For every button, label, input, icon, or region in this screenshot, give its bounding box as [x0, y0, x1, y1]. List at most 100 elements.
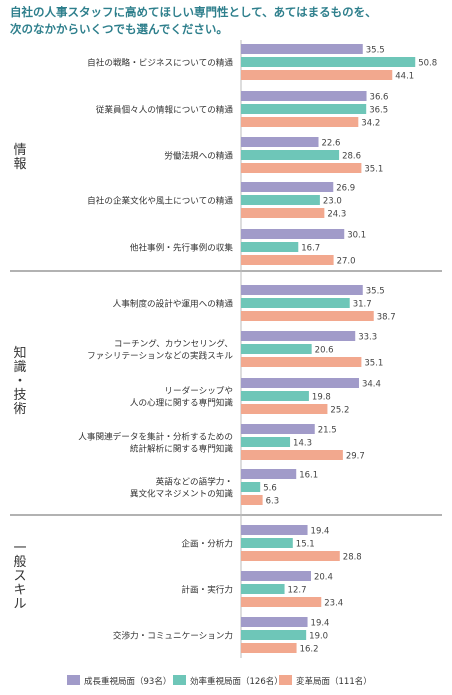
data-label: 36.5	[369, 106, 388, 116]
data-label: 20.4	[314, 573, 333, 583]
category-label: 計画・実行力	[181, 584, 233, 596]
data-label: 19.0	[309, 632, 328, 642]
bar	[241, 571, 311, 581]
data-label: 22.6	[322, 139, 341, 149]
data-label: 12.7	[288, 586, 307, 596]
legend-swatch	[173, 675, 186, 685]
bar	[241, 255, 334, 265]
data-label: 15.1	[296, 540, 315, 550]
category-label: 企画・分析力	[181, 538, 233, 550]
data-label: 26.9	[336, 184, 355, 194]
data-label: 35.1	[364, 359, 383, 369]
group-label: 知識・技術	[13, 345, 26, 417]
bar	[241, 450, 343, 460]
data-label: 16.1	[299, 471, 318, 481]
bar	[241, 285, 363, 295]
category-label: 他社事例・先行事例の収集	[130, 242, 234, 254]
bar	[241, 163, 362, 173]
category-label: 交渉力・コミュニケーション力	[113, 630, 233, 642]
category-label: 労働法規への精通	[164, 150, 233, 162]
data-label: 27.0	[337, 257, 356, 267]
chart-title-line-1: 自社の人事スタッフに高めてほしい専門性として、あてはまるものを、	[10, 5, 377, 19]
data-label: 19.4	[311, 527, 330, 537]
legend-label: 効率重視局面（126名）	[190, 676, 283, 687]
data-label: 50.8	[418, 59, 437, 69]
bar	[241, 70, 393, 80]
data-label: 29.7	[346, 452, 365, 462]
category-label: 自社の戦略・ビジネスについての精通	[87, 57, 233, 69]
category-label: 自社の企業文化や風土についての精通	[87, 195, 233, 207]
data-label: 6.3	[266, 497, 280, 507]
bar	[241, 469, 297, 479]
data-label: 34.4	[362, 380, 381, 390]
data-label: 28.6	[342, 152, 361, 162]
bar	[241, 331, 356, 341]
data-label: 34.2	[361, 119, 380, 129]
legend-swatch	[67, 675, 80, 685]
bar	[241, 311, 374, 321]
bar	[241, 538, 293, 548]
bar	[241, 437, 291, 447]
bar	[241, 104, 367, 114]
bar	[241, 242, 299, 252]
data-label: 19.8	[312, 393, 331, 403]
data-label: 31.7	[353, 300, 372, 310]
bar	[241, 182, 334, 192]
data-label: 33.3	[358, 333, 377, 343]
data-label: 35.5	[366, 287, 385, 297]
data-label: 38.7	[377, 313, 396, 323]
data-label: 20.6	[315, 346, 334, 356]
bar	[241, 482, 261, 492]
category-label: コーチング、カウンセリング、ファシリテーションなどの実践スキル	[87, 338, 233, 362]
legend-label: 成長重視局面（93名）	[84, 676, 171, 687]
bar	[241, 597, 322, 607]
data-label: 21.5	[318, 426, 337, 436]
bar	[241, 584, 285, 594]
bar	[241, 195, 320, 205]
bar	[241, 551, 340, 561]
bar	[241, 117, 359, 127]
category-label: 英語などの語学力・異文化マネジメントの知識	[130, 476, 234, 500]
bar	[241, 229, 345, 239]
bar	[241, 617, 308, 627]
data-label: 23.4	[324, 599, 343, 609]
data-label: 16.2	[300, 645, 319, 655]
data-label: 25.2	[330, 406, 349, 416]
legend-label: 変革局面（111名）	[296, 676, 372, 687]
bar	[241, 495, 263, 505]
chart-title: 自社の人事スタッフに高めてほしい専門性として、あてはまるものを、 次のなかからい…	[10, 4, 442, 38]
bar	[241, 357, 362, 367]
data-label: 28.8	[343, 553, 362, 563]
bar	[241, 643, 297, 653]
category-label: 人事関連データを集計・分析するための統計解析に関する専門知識	[78, 431, 233, 455]
data-label: 5.6	[263, 484, 277, 494]
bar	[241, 424, 315, 434]
group-label: 一般スキル	[13, 541, 26, 612]
data-label: 14.3	[293, 439, 312, 449]
bar	[241, 298, 350, 308]
category-label: リーダーシップや人の心理に関する専門知識	[130, 385, 234, 409]
data-label: 16.7	[301, 244, 320, 254]
bar	[241, 57, 416, 67]
data-label: 44.1	[395, 72, 414, 82]
bar	[241, 91, 367, 101]
data-label: 30.1	[347, 231, 366, 241]
bar	[241, 208, 325, 218]
bar	[241, 378, 359, 388]
chart-title-line-2: 次のなかからいくつでも選んでください。	[10, 22, 228, 36]
data-label: 35.5	[366, 46, 385, 56]
bar	[241, 404, 328, 414]
data-label: 36.6	[370, 93, 389, 103]
category-label: 従業員個々人の情報についての精通	[96, 104, 234, 116]
legend-swatch	[279, 675, 292, 685]
data-label: 19.4	[311, 619, 330, 629]
bar	[241, 391, 309, 401]
data-label: 24.3	[327, 210, 346, 220]
bar	[241, 150, 340, 160]
bar	[241, 344, 312, 354]
bar	[241, 137, 319, 147]
bar	[241, 44, 363, 54]
bar	[241, 630, 307, 640]
bar	[241, 525, 308, 535]
